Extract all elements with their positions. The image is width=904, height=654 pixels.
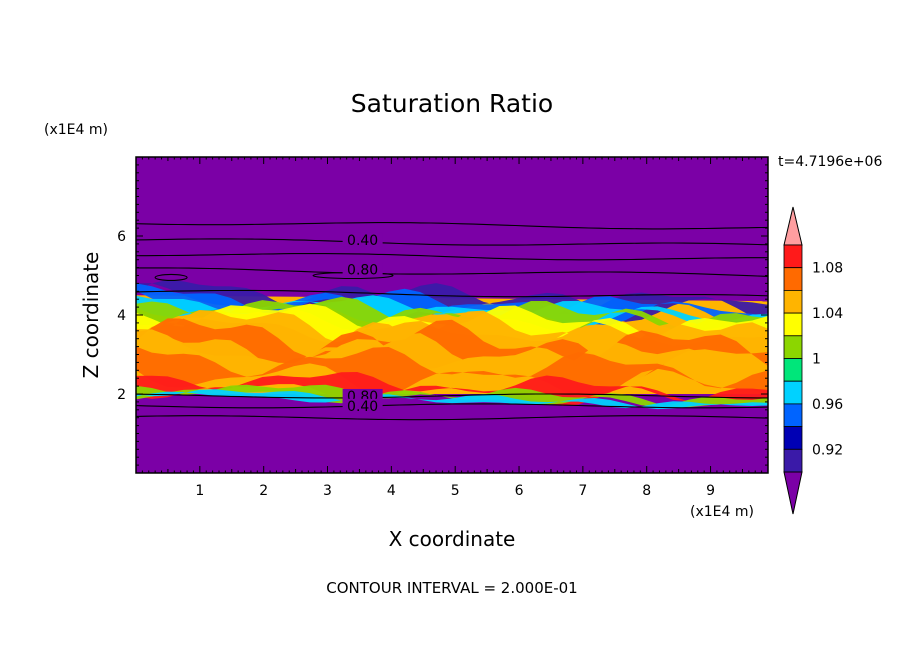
- x-tick-label: 2: [259, 483, 268, 499]
- contour-line: [136, 267, 768, 277]
- x-tick-label: 7: [578, 483, 587, 499]
- colorbar: 0.92 0.96 1 1.04 1.08: [783, 206, 843, 515]
- contour-line: [136, 415, 768, 421]
- contour-line: [136, 253, 768, 261]
- y-tick-label: 4: [117, 308, 126, 324]
- contour-interval-footer: CONTOUR INTERVAL = 2.000E-01: [326, 579, 577, 597]
- x-tick-label: 6: [515, 483, 524, 499]
- contour-line: [136, 238, 768, 246]
- contour-loop: [154, 273, 188, 282]
- contour-label: 0.40: [347, 233, 378, 249]
- x-tick-label: 1: [195, 483, 204, 499]
- colorbar-extend-bottom: [783, 471, 803, 515]
- time-label: t=4.7196e+06: [778, 154, 882, 170]
- moist-layer-band: [136, 303, 768, 347]
- colorbar-swatch: [783, 448, 803, 473]
- colorbar-label: 1: [812, 352, 821, 368]
- colorbar-swatch: [783, 380, 803, 405]
- contour-label: 0.40: [347, 399, 378, 415]
- colorbar-swatch: [783, 289, 803, 314]
- moist-layer-band: [136, 372, 768, 406]
- chart-title: Saturation Ratio: [351, 89, 553, 118]
- x-tick-label: 4: [387, 483, 396, 499]
- x-units-label: (x1E4 m): [690, 504, 754, 520]
- contour-line: [136, 403, 768, 409]
- colorbar-swatch: [783, 335, 803, 359]
- y-units-label: (x1E4 m): [44, 122, 108, 138]
- contour-line: [136, 289, 768, 298]
- moist-layer-band: [136, 346, 768, 400]
- colorbar-swatch: [783, 312, 803, 337]
- x-tick-label: 5: [451, 483, 460, 499]
- colorbar-label: 0.92: [812, 442, 843, 458]
- contour-label-bg: [342, 232, 383, 247]
- contour-line: [136, 393, 768, 399]
- y-tick-label: 2: [117, 387, 126, 403]
- contour-label-bg: [342, 262, 383, 277]
- contour-label-bg: [342, 398, 383, 413]
- moist-layer-band: [136, 296, 768, 332]
- y-axis-label: Z coordinate: [79, 252, 103, 379]
- colorbar-swatch: [783, 358, 803, 382]
- x-tick-label: 3: [323, 483, 332, 499]
- colorbar-extend-top: [783, 206, 803, 246]
- colorbar-swatch: [783, 244, 803, 269]
- colorbar-swatch: [783, 403, 803, 427]
- colorbar-label: 1.04: [812, 306, 843, 322]
- contour-line: [136, 222, 768, 230]
- colorbar-swatch: [783, 426, 803, 450]
- colorbar-label: 1.08: [812, 261, 843, 277]
- colorbar-swatch: [783, 267, 803, 291]
- x-tick-label: 9: [706, 483, 715, 499]
- colorbar-label: 0.96: [812, 397, 843, 413]
- x-axis-label: X coordinate: [389, 527, 516, 551]
- x-tick-label: 8: [642, 483, 651, 499]
- contour-label: 0.80: [347, 263, 378, 279]
- moist-layer-band: [136, 389, 768, 410]
- plot-area: [136, 157, 768, 473]
- y-tick-label: 6: [117, 229, 126, 245]
- moist-layer-band: [136, 384, 768, 408]
